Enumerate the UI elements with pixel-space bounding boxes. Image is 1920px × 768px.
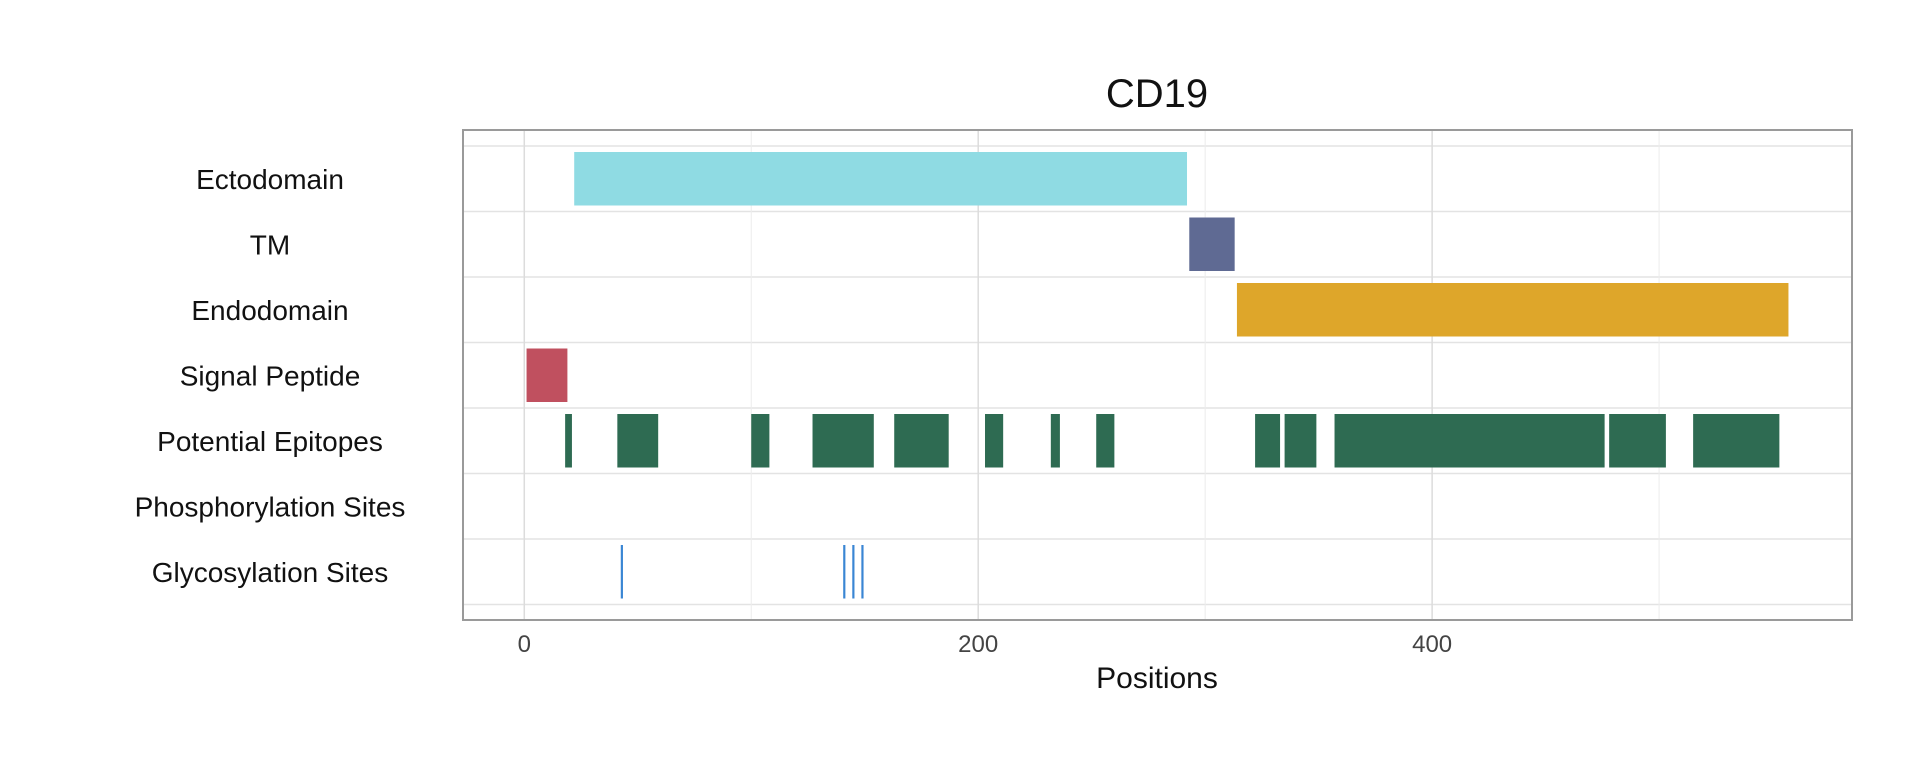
- chart-title: CD19: [1106, 72, 1208, 116]
- bar-segment: [526, 348, 568, 402]
- category-label: Potential Epitopes: [157, 426, 383, 457]
- category-label: TM: [250, 229, 290, 260]
- x-axis-title: Positions: [1096, 662, 1218, 695]
- category-labels: Ectodomain TM Endodomain Signal Peptide Pote…: [135, 164, 406, 588]
- category-label: Ectodomain: [196, 164, 344, 195]
- bar-segment: [1334, 414, 1605, 468]
- bar-segment: [1189, 217, 1235, 271]
- bar-segment: [1693, 414, 1780, 468]
- bar-segment: [1236, 283, 1789, 337]
- chart-marks: [526, 152, 1789, 599]
- x-tick-labels: 0 200 400: [518, 631, 1453, 658]
- bar-segment: [1284, 414, 1317, 468]
- bar-segment: [1096, 414, 1115, 468]
- bar-segment: [985, 414, 1004, 468]
- bar-segment: [1050, 414, 1060, 468]
- category-label: Signal Peptide: [180, 360, 361, 391]
- x-tick-label: 200: [958, 631, 998, 658]
- bar-segment: [894, 414, 949, 468]
- grid-lines: [463, 130, 1852, 620]
- plot-border: [462, 129, 1853, 621]
- bar-segment: [812, 414, 874, 468]
- category-label: Endodomain: [191, 295, 348, 326]
- bar-segment: [617, 414, 659, 468]
- category-label: Glycosylation Sites: [152, 557, 389, 588]
- x-tick-label: 400: [1412, 631, 1452, 658]
- category-label: Phosphorylation Sites: [135, 491, 406, 522]
- bar-segment: [565, 414, 572, 468]
- bar-segment: [1255, 414, 1281, 468]
- bar-segment: [1609, 414, 1666, 468]
- bar-segment: [751, 414, 770, 468]
- x-tick-label: 0: [518, 631, 531, 658]
- bar-segment: [574, 152, 1188, 206]
